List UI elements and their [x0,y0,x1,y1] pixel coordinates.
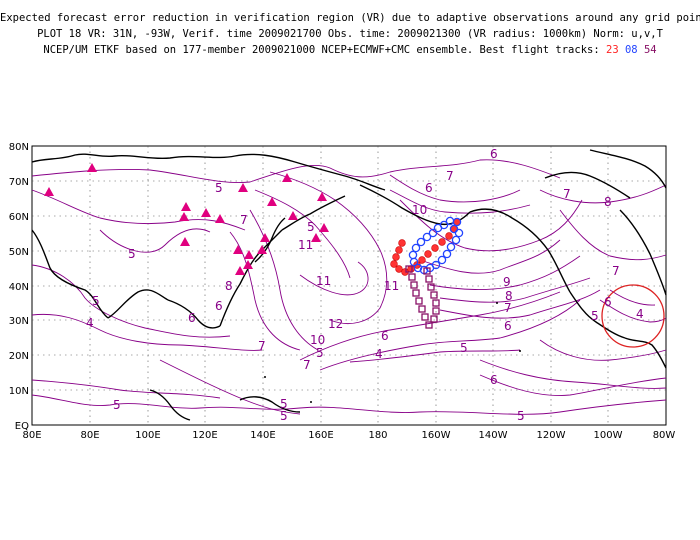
lon-label: 180 [368,430,387,441]
contour-label: 7 [563,187,571,201]
lat-label: EQ [15,421,29,432]
lon-label: 80W [653,430,676,441]
contour-label: 5 [280,409,288,423]
track-blue-label: 08 [624,44,638,56]
contour-label: 6 [381,329,389,343]
coastlines [31,149,667,421]
figure-title: Expected forecast error reduction in ver… [0,10,700,58]
contour-label: 5 [280,397,288,411]
lat-label: 70N [9,177,29,188]
lon-label: 80E [80,430,99,441]
lat-label: 10N [9,386,29,397]
contour-label: 7 [258,339,266,353]
lon-label: 120E [192,430,217,441]
observation-triangles [44,163,329,275]
contour-label: 6 [604,295,612,309]
lon-label: 100W [594,430,623,441]
lon-label: 160W [422,430,451,441]
lat-label: 60N [9,212,29,223]
contour-label: 11 [298,238,313,252]
contour-label: 5 [113,398,121,412]
contour-label: 5 [460,341,468,355]
verification-region-circle [601,284,665,348]
contour-label: 6 [504,319,512,333]
contour-label: 5 [215,181,223,195]
lon-label: 140W [479,430,508,441]
contour-label: 7 [446,169,454,183]
island-dots [264,302,521,403]
contour-label: 5 [128,247,136,261]
contour-label: 6 [425,181,433,195]
flight-track-red [390,218,461,276]
lon-label: 100E [135,430,160,441]
contour-label: 11 [316,274,331,288]
contour-label: 10 [412,203,427,217]
contour-label: 5 [307,220,315,234]
contour-label: 7 [303,358,311,372]
contour-label: 6 [215,299,223,313]
contour-label: 6 [490,373,498,387]
contour-label: 9 [503,275,511,289]
contour-label: 8 [604,195,612,209]
contour-label: 7 [240,213,248,227]
lon-axis-labels: 80E 80E 100E 120E 140E 160E 180 160W 140… [22,430,675,441]
lon-label: 120W [537,430,566,441]
title-line-3: NCEP/UM ETKF based on 177-member 2009021… [0,42,700,58]
lon-label: 140E [250,430,275,441]
contour-label: 4 [375,347,383,361]
contour-label: 4 [636,307,644,321]
contour-label: 6 [188,311,196,325]
lat-label: 30N [9,316,29,327]
lon-label: 80E [22,430,41,441]
lat-label: 80N [9,142,29,153]
lat-axis-labels: 80N 70N 60N 50N 40N 30N 20N 10N EQ [9,142,29,432]
contour-label: 10 [310,333,325,347]
contour-label: 5 [316,346,324,360]
lat-label: 50N [9,247,29,258]
track-purple-label: 54 [643,44,657,56]
contour-label: 5 [517,409,525,423]
flight-track-purple [405,265,440,329]
lat-label: 40N [9,282,29,293]
contour-label: 6 [490,147,498,161]
contour-label: 5 [92,294,100,308]
track-red-label: 23 [606,44,619,56]
contour-label: 12 [328,317,343,331]
title-line-3-text: NCEP/UM ETKF based on 177-member 2009021… [43,44,600,56]
contour-label: 8 [225,279,233,293]
contour-label: 7 [504,301,512,315]
contour-label: 8 [505,289,513,303]
contour-label: 5 [591,309,599,323]
title-line-2: PLOT 18 VR: 31N, -93W, Verif. time 20090… [37,28,663,40]
lon-label: 160E [308,430,333,441]
contour-label: 4 [86,316,94,330]
contour-label: 11 [384,279,399,293]
lat-label: 20N [9,351,29,362]
map-frame [31,145,667,426]
title-line-1: Expected forecast error reduction in ver… [0,12,700,24]
contour-labels: 5 7 5 5 4 6 8 6 7 5 11 10 12 11 11 10 9 … [86,147,644,423]
contour-label: 7 [612,264,620,278]
